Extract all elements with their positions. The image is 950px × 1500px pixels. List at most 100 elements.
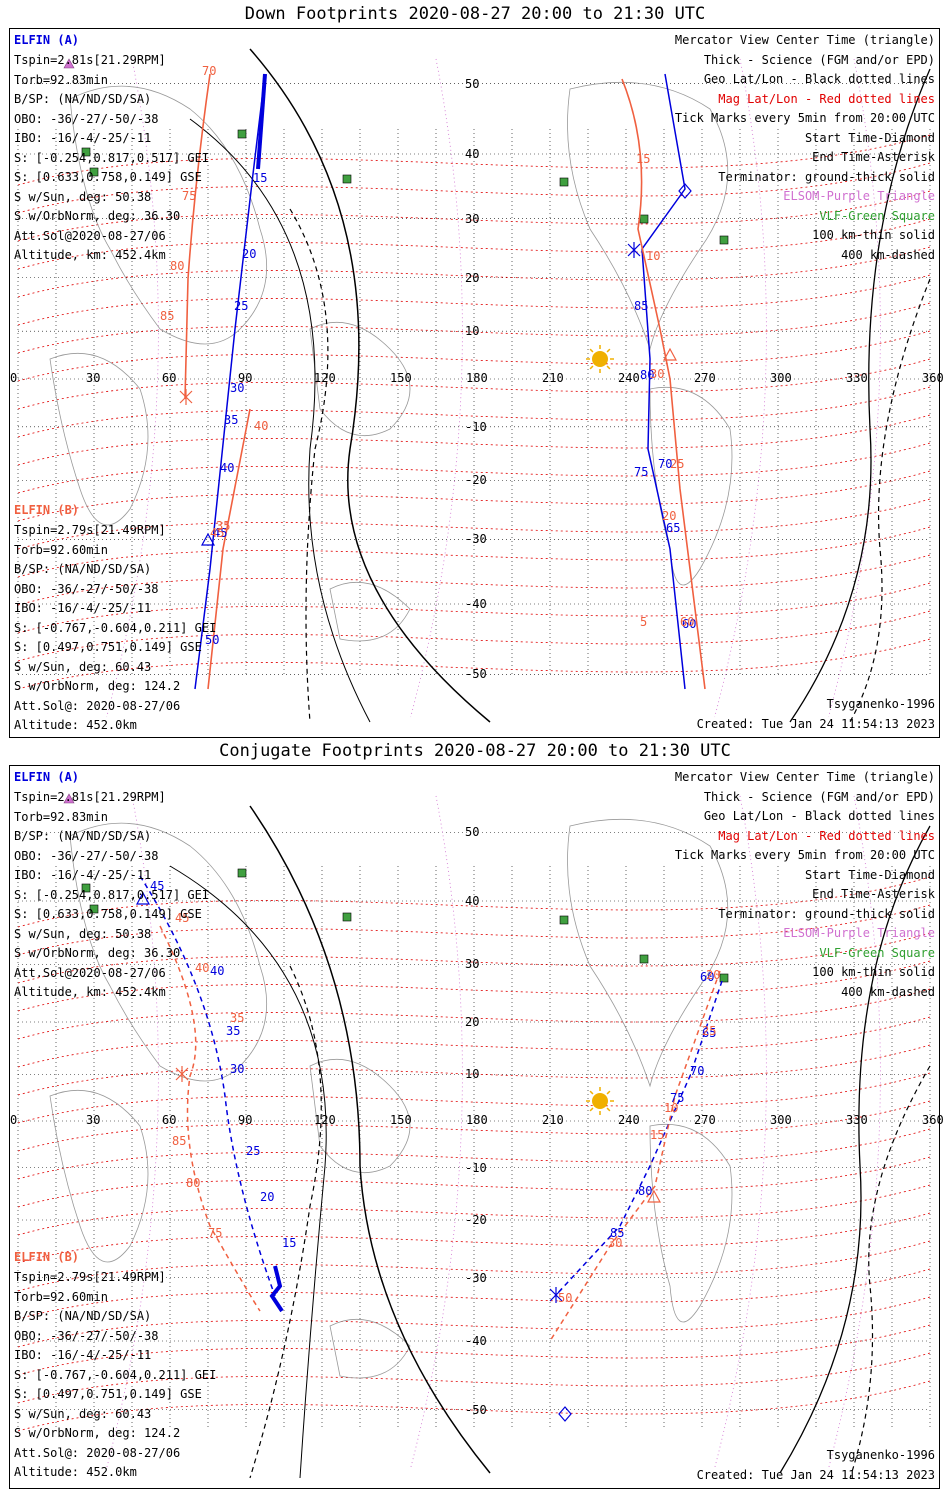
elfin-a-time-label: 60 [682, 617, 697, 631]
legend-line: Tick Marks every 5min from 20:00 UTC [674, 848, 935, 862]
lon-tick-label: 90 [238, 1113, 253, 1127]
elfin-a-info: B/SP: (NA/ND/SD/SA) [14, 92, 152, 106]
legend-line: End Time-Asterisk [812, 150, 935, 164]
lon-tick-label: 270 [694, 371, 716, 385]
legend-line: Tick Marks every 5min from 20:00 UTC [674, 111, 935, 125]
elfin-a-time-label: 20 [260, 1190, 275, 1204]
elfin-b-header: ELFIN (B) [14, 503, 80, 517]
continent-outline [567, 818, 729, 1088]
legend-line: 400 km-dashed [841, 984, 935, 999]
elfin-a-time-label: 65 [666, 521, 681, 535]
lon-tick-label: 210 [542, 371, 564, 385]
terminator-ground [249, 48, 491, 723]
legend-line: Terminator: ground-thick solid [718, 906, 935, 921]
elfin-b-info: S: [0.497,0.751,0.149] GSE [14, 640, 202, 654]
elfin-a-info: IBO: -16/-4/-25/-11 [14, 868, 152, 882]
lat-tick-label: -30 [465, 1270, 487, 1285]
elfin-a-info: Att.Sol@2020-08-27/06 [14, 965, 166, 980]
lat-tick-label: 20 [465, 1015, 480, 1029]
elfin-a-time-label: 70 [658, 457, 673, 471]
mag-longitude-line [106, 58, 159, 718]
elfin-a-time-label: 85 [610, 1226, 625, 1240]
vlf-square [342, 912, 352, 922]
elfin-a-science [256, 73, 267, 170]
vlf-square [342, 174, 352, 184]
elfin-b-time-label: 30 [650, 367, 665, 381]
legend-line: Start Time-Diamond [804, 130, 935, 145]
elsom-triangle [63, 58, 75, 69]
lat-tick-label: 20 [465, 270, 480, 285]
lon-tick-label: 300 [770, 1113, 792, 1127]
elfin-a-time-label: 45 [150, 879, 165, 893]
elfin-b-info: IBO: -16/-4/-25/-11 [14, 601, 152, 615]
legend-line: Mercator View Center Time (triangle) [674, 770, 935, 784]
lon-tick-label: 60 [162, 1113, 177, 1127]
continent-outline [329, 582, 411, 642]
elfin-b-info: S w/OrbNorm, deg: 124.2 [14, 679, 181, 693]
elfin-b-time-label: 35 [230, 1011, 245, 1025]
lat-tick-label: 40 [465, 147, 480, 161]
lat-tick-label: -50 [465, 1402, 487, 1417]
vlf-square [719, 235, 729, 245]
elfin-b-time-label: 80 [170, 259, 185, 273]
terminator-400km [849, 278, 931, 723]
lon-tick-label: 330 [846, 371, 868, 385]
elfin-a-track [194, 73, 266, 690]
elfin-a-track [641, 73, 686, 690]
elfin-b-info: Att.Sol@: 2020-08-27/06 [14, 1445, 181, 1460]
elfin-b-info: Tspin=2.79s[21.49RPM] [14, 523, 166, 537]
elfin-b-time-label: 40 [195, 961, 210, 975]
lon-tick-label: 150 [390, 371, 412, 385]
start-diamond [558, 1406, 572, 1422]
lat-tick-label: 40 [465, 894, 480, 908]
elfin-a-time-label: 30 [230, 381, 245, 395]
elfin-b-time-label: 15 [636, 152, 651, 166]
lon-tick-label: 330 [846, 1113, 868, 1127]
elfin-a-info: Altitude, km: 452.4km [14, 985, 166, 999]
elfin-b-info: IBO: -16/-4/-25/-11 [14, 1348, 152, 1362]
elfin-a-info: Att.Sol@2020-08-27/06 [14, 228, 166, 243]
sun-ray [606, 348, 611, 353]
continent-outline [329, 1319, 411, 1379]
legend-line: Thick - Science (FGM and/or EPD) [703, 52, 935, 67]
legend-line: Mercator View Center Time (triangle) [674, 33, 935, 47]
elfin-a-info: OBO: -36/-27/-50/-38 [14, 111, 159, 126]
elfin-b-time-label: 45 [210, 526, 225, 540]
legend-line: 100 km-thin solid [812, 228, 935, 242]
elfin-a-time-label: 80 [640, 368, 655, 382]
elfin-b-track [207, 408, 251, 690]
elfin-a-info: S: [-0.254,0.817,0.517] GEI [14, 887, 210, 902]
sun-ray [589, 1090, 594, 1095]
elfin-b-info: S: [-0.767,-0.604,0.211] GEI [14, 1367, 217, 1382]
legend-line: Geo Lat/Lon - Black dotted lines [703, 809, 935, 823]
lat-tick-label: 30 [465, 211, 480, 226]
elfin-b-time-label: 85 [172, 1134, 187, 1148]
lat-tick-label: 10 [465, 1067, 480, 1082]
continent-outline [649, 1123, 733, 1323]
lat-tick-label: -40 [465, 1334, 487, 1348]
elfin-a-time-label: 20 [242, 247, 257, 261]
elfin-b-time-label: 75 [182, 189, 197, 203]
lon-tick-label: 180 [466, 1113, 488, 1127]
lon-tick-label: 180 [466, 371, 488, 385]
map-panel-conjugate: 0 30 60 90 120 150 180 210 240 270 300 330 360 50 40 30… [9, 765, 944, 1489]
elfin-a-info: S: [-0.254,0.817,0.517] GEI [14, 150, 210, 165]
elfin-a-time-label: 40 [220, 461, 235, 475]
vlf-square [89, 167, 99, 177]
panel-title: Conjugate Footprints 2020-08-27 20:00 to… [219, 741, 731, 761]
elfin-b-info: S w/Sun, deg: 60.43 [14, 659, 152, 674]
end-asterisk [179, 389, 193, 405]
elfin-b-time-label: 45 [175, 911, 190, 925]
elfin-b-time-label: 60 [680, 615, 695, 629]
elfin-a-track [139, 875, 276, 1297]
elfin-b-time-label: 20 [662, 509, 677, 523]
sun-ray [589, 365, 594, 370]
vlf-square [237, 868, 247, 878]
legend-line: Terminator: ground-thick solid [718, 169, 935, 184]
elfin-b-info: S w/Sun, deg: 60.43 [14, 1406, 152, 1421]
sun-disc [592, 351, 608, 367]
lon-tick-label: 270 [694, 1113, 716, 1127]
lon-tick-label: 240 [618, 371, 640, 385]
vlf-square [639, 214, 649, 224]
elfin-b-info: Torb=92.60min [14, 1289, 108, 1304]
